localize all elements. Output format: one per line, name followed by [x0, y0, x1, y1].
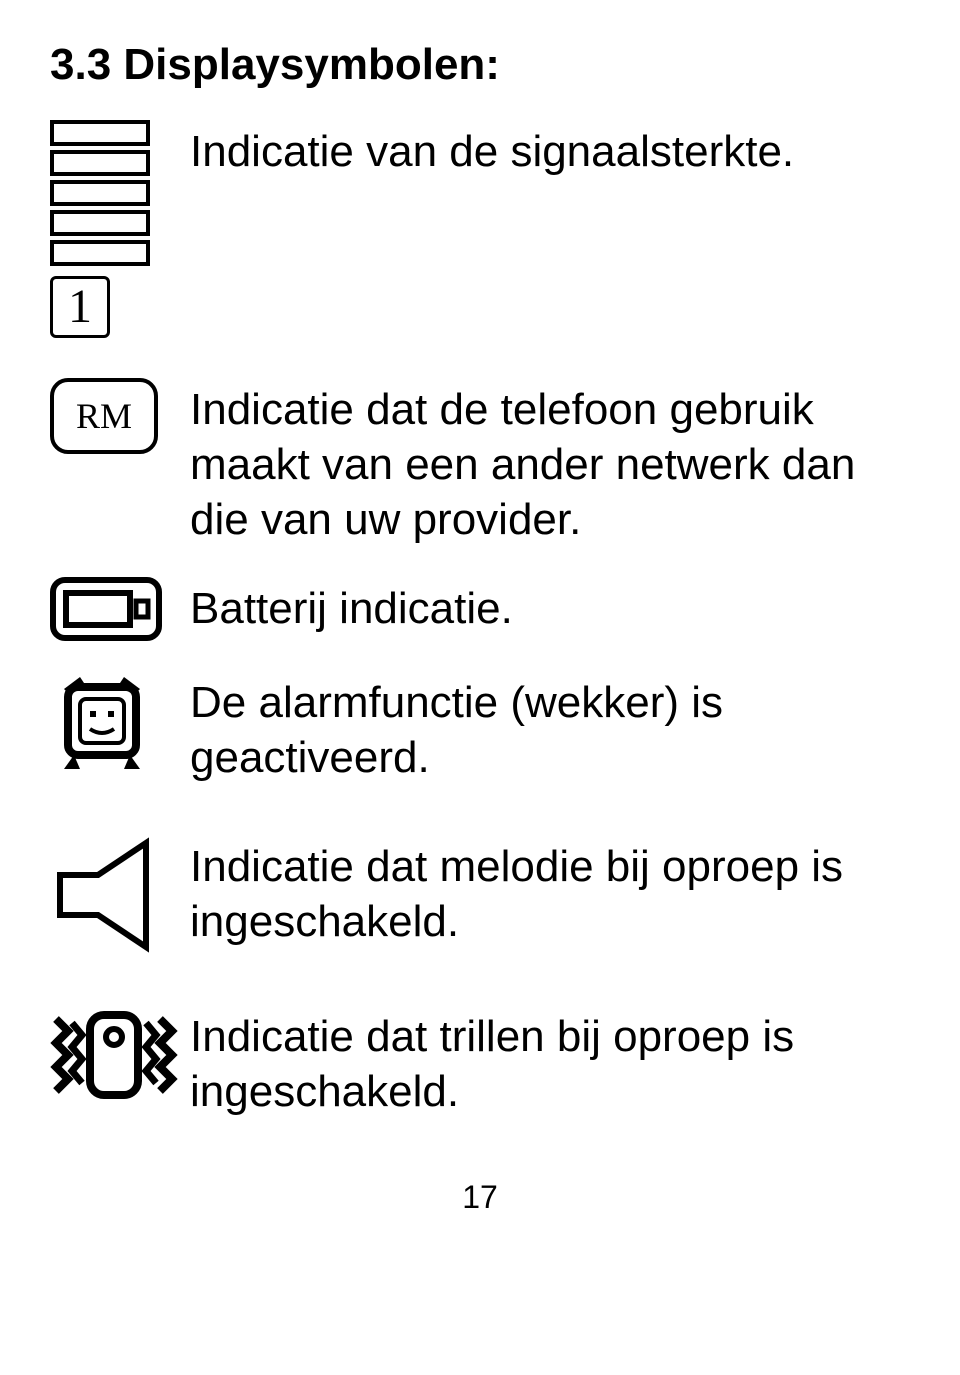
signal-icon: 1 [50, 120, 190, 338]
signal-number-box: 1 [50, 276, 110, 338]
row-battery: Batterij indicatie. [50, 577, 910, 641]
roaming-description: Indicatie dat de telefoon gebruik maakt … [190, 378, 910, 547]
alarm-icon [50, 671, 190, 775]
speaker-icon [50, 835, 190, 955]
row-melody: Indicatie dat melodie bij oproep is inge… [50, 835, 910, 955]
row-roaming: RM Indicatie dat de telefoon gebruik maa… [50, 378, 910, 547]
signal-description: Indicatie van de signaalsterkte. [190, 120, 910, 179]
battery-icon [50, 577, 190, 641]
section-title: 3.3 Displaysymbolen: [50, 40, 910, 90]
page-number: 17 [50, 1179, 910, 1216]
vibrate-description: Indicatie dat trillen bij oproep is inge… [190, 1005, 910, 1119]
row-signal: 1 Indicatie van de signaalsterkte. [50, 120, 910, 338]
alarm-description: De alarmfunctie (wekker) is geactiveerd. [190, 671, 910, 785]
melody-description: Indicatie dat melodie bij oproep is inge… [190, 835, 910, 949]
vibrate-icon [50, 1005, 190, 1105]
rm-label: RM [50, 378, 158, 454]
roaming-icon: RM [50, 378, 190, 454]
row-vibrate: Indicatie dat trillen bij oproep is inge… [50, 1005, 910, 1119]
battery-description: Batterij indicatie. [190, 577, 910, 636]
row-alarm: De alarmfunctie (wekker) is geactiveerd. [50, 671, 910, 785]
